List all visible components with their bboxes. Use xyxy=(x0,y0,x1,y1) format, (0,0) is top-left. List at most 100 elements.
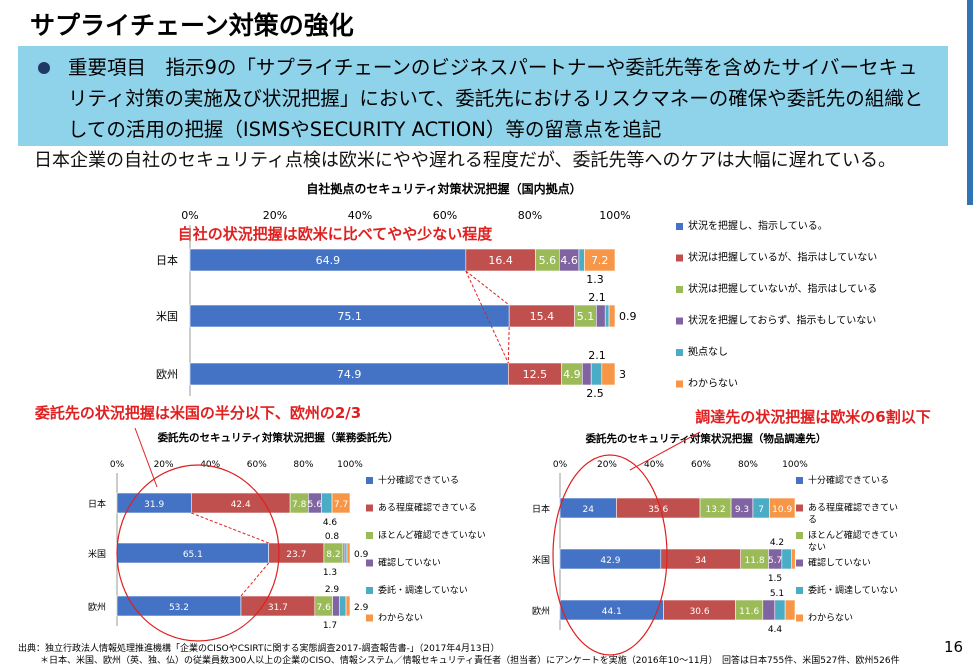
chart-left-category-label: 米国 xyxy=(88,548,106,560)
chart-top-data-label: 74.9 xyxy=(337,368,362,381)
chart-top-data-label: 5.1 xyxy=(577,310,595,323)
chart-left-category-label: 日本 xyxy=(88,498,106,510)
chart-left-data-label: 65.1 xyxy=(183,550,203,560)
annotation-pointer-left xyxy=(134,427,158,488)
chart-right-legend-swatch xyxy=(796,504,803,512)
chart-left-data-label: 42.4 xyxy=(231,500,251,510)
chart-top-x-tick: 20% xyxy=(263,209,287,222)
chart-top-category-label: 日本 xyxy=(156,253,178,267)
chart-right-data-label: 34 xyxy=(695,556,707,566)
source-note: 出典：独立行政法人情報処理推進機構「企業のCISOやCSIRTに関する実態調査2… xyxy=(18,644,500,654)
chart-left-bar-segment xyxy=(344,542,348,564)
chart-right-data-label: 11.8 xyxy=(745,556,765,566)
chart-left-data-label-extra: 1.7 xyxy=(323,621,337,631)
chart-top-data-label-extra: 0.9 xyxy=(619,310,637,323)
chart-left-bar-segment xyxy=(345,595,351,617)
chart-left-bar-segment xyxy=(321,492,333,514)
chart-right-category-label: 欧州 xyxy=(532,605,550,617)
chart-top-legend-label: わからない xyxy=(688,378,738,390)
chart-right-legend-swatch xyxy=(796,477,803,484)
chart-right-category-label: 米国 xyxy=(532,554,550,566)
chart-left-bar-segment xyxy=(332,595,340,617)
chart-left-data-label: 8.2 xyxy=(326,550,340,560)
chart-left-title: 委託先のセキュリティ対策状況把握（業務委託先） xyxy=(157,431,399,444)
chart-right-data-label-extra: 4.4 xyxy=(768,625,783,635)
chart-left-bar-segment xyxy=(338,595,347,617)
chart-left-x-tick: 80% xyxy=(293,460,313,470)
chart-top-legend-label: 状況を把握しておらず、指示もしていない xyxy=(688,314,876,327)
chart-right-data-label: 24 xyxy=(582,505,594,515)
chart-top-x-tick: 60% xyxy=(433,209,457,222)
chart-right-title: 委託先のセキュリティ対策状況把握（物品調達先） xyxy=(585,432,827,445)
chart-left-legend-label: 委託・調達していない xyxy=(378,584,468,596)
chart-left-x-tick: 100% xyxy=(337,460,363,470)
chart-top-legend-label: 状況は把握していないが、指示はしている xyxy=(688,282,877,295)
chart-right-data-label: 7 xyxy=(758,505,764,515)
chart-left-data-label-extra: 4.6 xyxy=(323,518,338,528)
page-number: 16 xyxy=(944,638,964,656)
chart-left-legend-swatch xyxy=(366,477,373,484)
slide-title: サプライチェーン対策の強化 xyxy=(30,11,354,40)
chart-top-legend-swatch xyxy=(676,254,683,262)
chart-left-data-label-extra: 0.9 xyxy=(354,550,369,560)
chart-left-data-label: 5.6 xyxy=(308,500,323,510)
chart-top-x-tick: 100% xyxy=(599,209,630,222)
chart-top-legend-swatch xyxy=(676,286,683,293)
chart-right-bar-segment xyxy=(769,497,796,519)
chart-left-x-tick: 40% xyxy=(200,460,220,470)
chart-right-legend-swatch xyxy=(796,559,803,567)
chart-left-data-label: 7.6 xyxy=(317,603,332,613)
chart-top-data-label: 64.9 xyxy=(316,254,341,267)
chart-top-legend-swatch xyxy=(676,349,683,356)
chart-top-bar-segment xyxy=(581,362,592,386)
chart-top-data-label-extra: 2.5 xyxy=(586,387,604,400)
chart-right-legend-label: わからない xyxy=(808,613,853,624)
chart-left-data-label: 7.7 xyxy=(334,500,348,510)
chart-right-category-label: 日本 xyxy=(532,503,550,515)
chart-top-legend-swatch xyxy=(676,317,683,325)
chart-left-x-tick: 0% xyxy=(110,460,125,470)
chart-top-data-label: 4.9 xyxy=(563,368,581,381)
chart-top-bar-segment xyxy=(590,362,603,386)
chart-right-annotation: 調達先の状況把握は欧米の6割以下 xyxy=(695,408,930,426)
chart-right-data-label-extra: 5.1 xyxy=(770,589,784,599)
chart-top-x-tick: 0% xyxy=(181,209,198,222)
bullet-icon xyxy=(38,62,50,74)
chart-right-legend-swatch xyxy=(796,532,803,539)
chart-right-bar-segment xyxy=(781,548,793,570)
chart-right-x-tick: 40% xyxy=(644,460,664,470)
chart-right-data-label: 10.9 xyxy=(772,505,792,515)
chart-top-bar-segment xyxy=(604,304,610,328)
chart-top-bar-segment xyxy=(601,362,616,386)
chart-right-legend-label: ある程度確認できている xyxy=(808,502,898,526)
chart-left-legend-swatch xyxy=(366,504,373,512)
annotation-pointer-right xyxy=(629,431,701,471)
summary-text: 日本企業の自社のセキュリティ点検は欧米にやや遅れる程度だが、委託先等へのケアは大… xyxy=(34,150,897,171)
chart-left-bar-segment xyxy=(346,542,351,564)
chart-right-data-label: 30.6 xyxy=(690,607,710,617)
chart-left-annotation: 委託先の状況把握は米国の半分以下、欧州の2/3 xyxy=(35,404,361,422)
chart-right-data-label: 35.6 xyxy=(648,505,668,515)
chart-left-data-label: 31.7 xyxy=(268,603,288,613)
chart-top-legend-label: 状況を把握し、指示している。 xyxy=(688,219,828,232)
chart-right-data-label: 13.2 xyxy=(706,505,726,515)
chart-right-x-tick: 60% xyxy=(691,460,711,470)
chart-right-bar-segment xyxy=(784,599,796,621)
chart-top-bar-segment xyxy=(608,304,616,328)
chart-right-data-label-extra: 1.5 xyxy=(768,574,782,584)
chart-top-category-label: 欧州 xyxy=(156,368,178,381)
chart-left-x-tick: 60% xyxy=(247,460,267,470)
chart-top-category-label: 米国 xyxy=(156,310,178,323)
chart-left-data-label: 7.8 xyxy=(292,500,307,510)
chart-top-data-label: 75.1 xyxy=(337,310,362,323)
chart-left-legend-label: 十分確認できている xyxy=(378,474,459,486)
chart-right-legend-label: 委託・調達していない xyxy=(808,584,898,596)
chart-right-legend-swatch xyxy=(796,614,803,622)
chart-left-data-label: 23.7 xyxy=(286,550,306,560)
chart-right-x-tick: 0% xyxy=(553,460,568,470)
chart-top-data-label: 5.6 xyxy=(539,254,557,267)
chart-right-data-label: 9.3 xyxy=(735,505,749,515)
chart-right-data-label: 42.9 xyxy=(600,556,620,566)
chart-left-legend-swatch xyxy=(366,559,373,567)
